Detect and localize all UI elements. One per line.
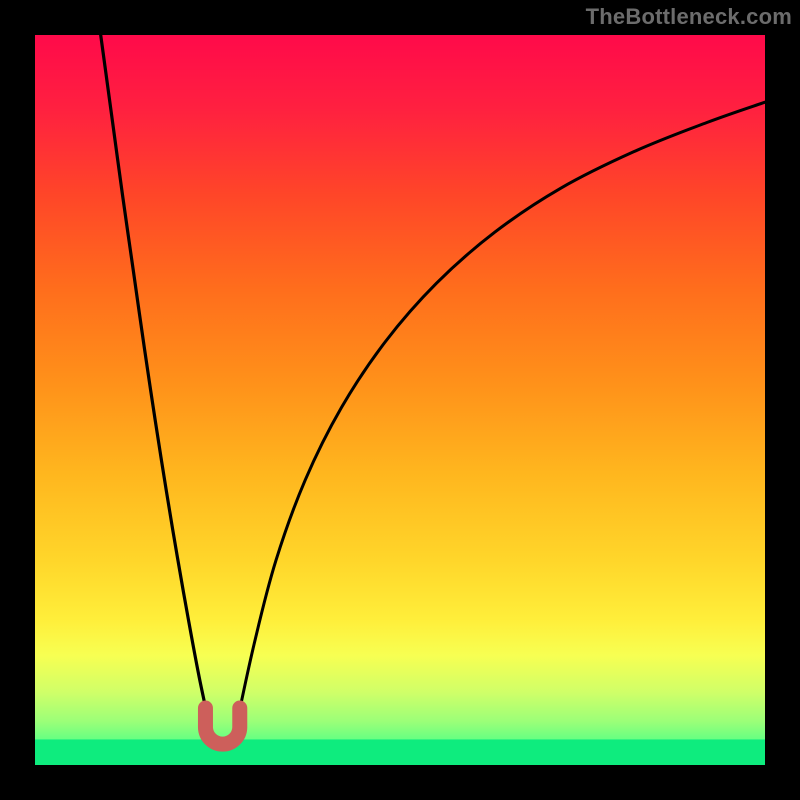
chart-stage: TheBottleneck.com xyxy=(0,0,800,800)
plot-gradient xyxy=(35,35,765,765)
bottom-band xyxy=(35,739,765,765)
chart-svg xyxy=(0,0,800,800)
